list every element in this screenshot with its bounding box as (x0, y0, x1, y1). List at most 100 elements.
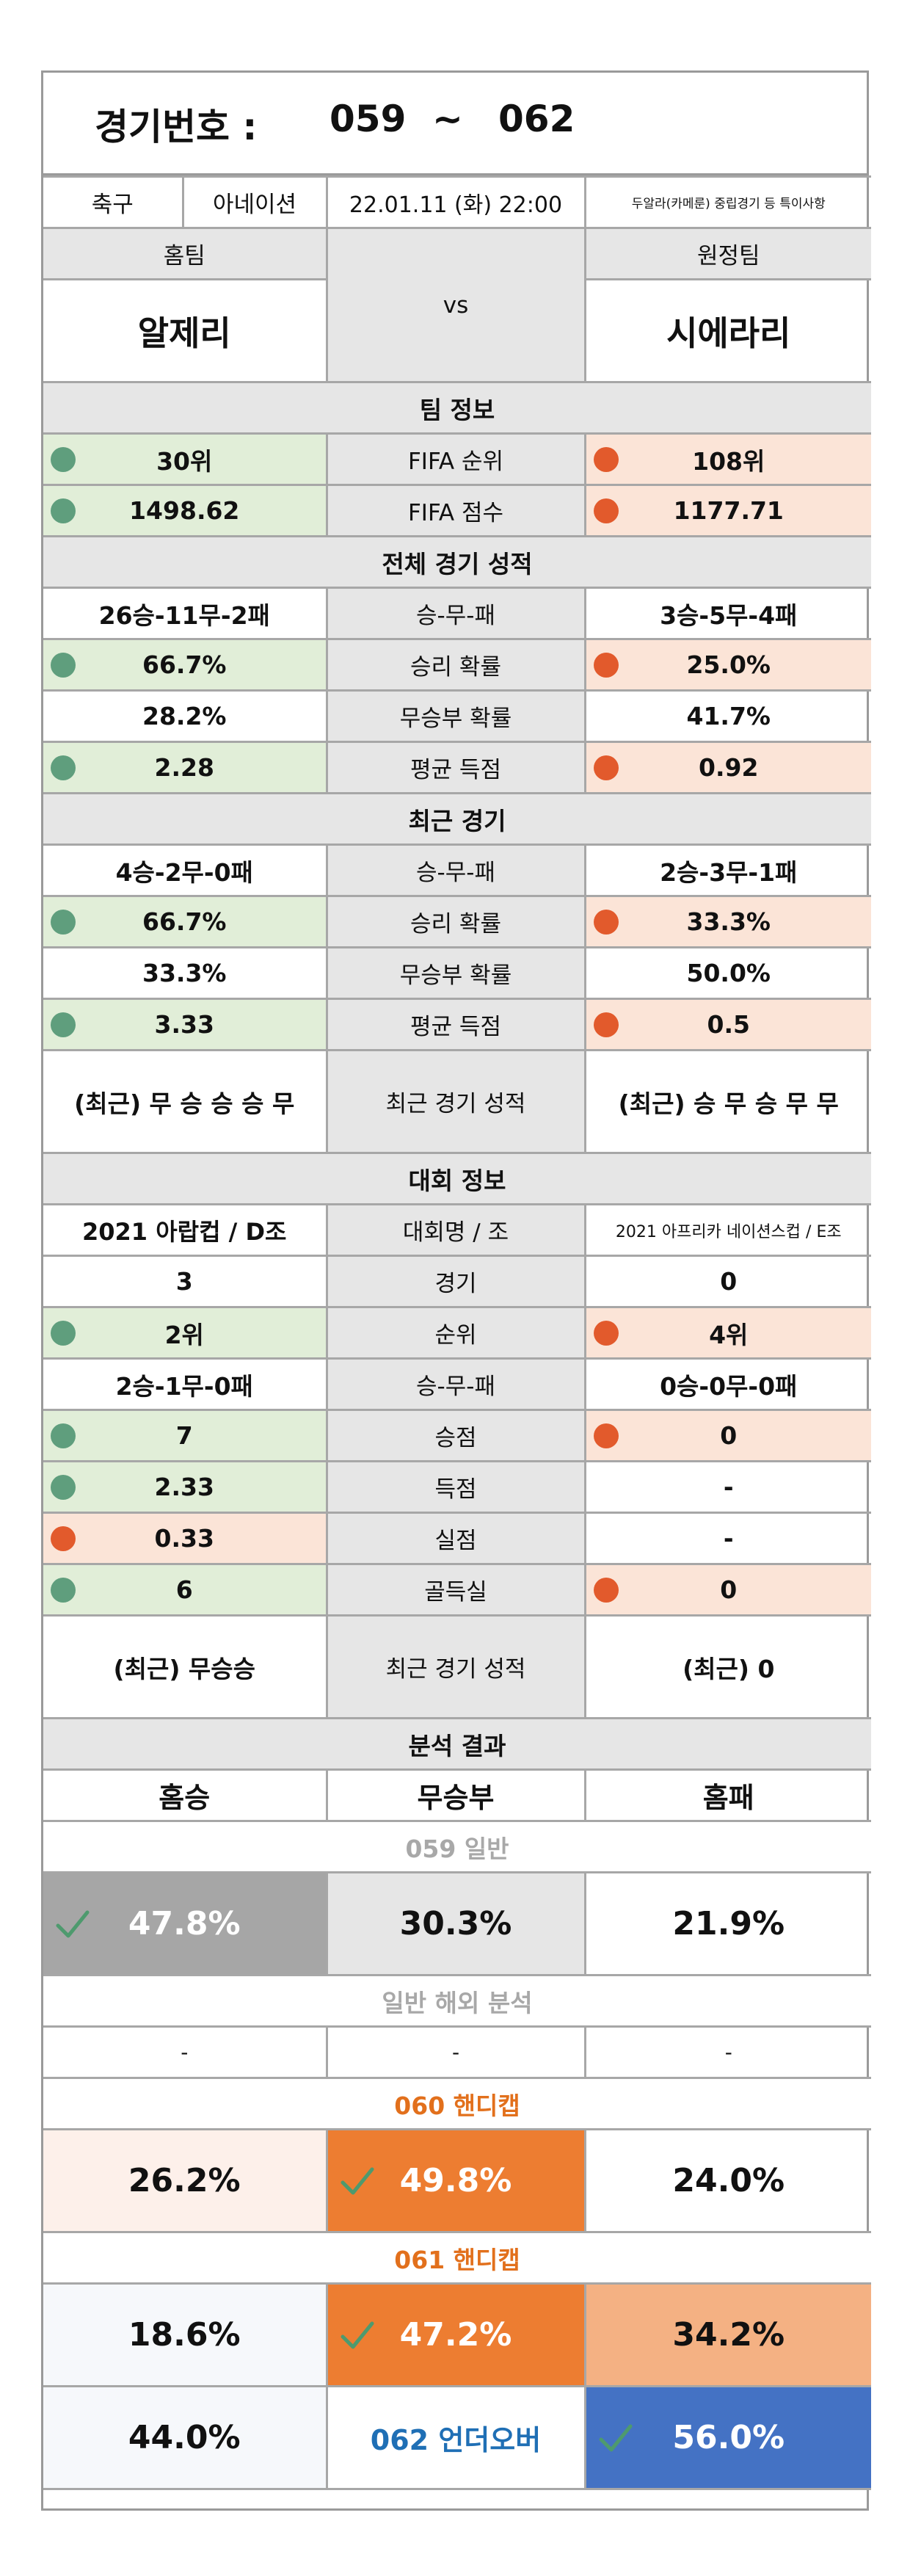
section-tournament: 대회 정보 (43, 1152, 871, 1205)
row-label: 최근 경기 성적 (325, 1049, 586, 1154)
header-draw: 무승부 (325, 1768, 586, 1822)
home-team-label: 홈팀 (43, 227, 328, 280)
row-label: 무승부 확률 (325, 946, 586, 1000)
status-dot (51, 909, 76, 935)
underover-row: 44.0% 062 언더오버 56.0% (43, 2385, 871, 2490)
away-overall-record: 3승-5무-4패 (583, 587, 871, 640)
table-row: 33.3% 무승부 확률 50.0% (43, 946, 871, 1000)
general-row: 47.8% 30.3% 21.9% (43, 1871, 871, 1976)
row-label: 무승부 확률 (325, 689, 586, 743)
table-row: 4승-2무-0패 승-무-패 2승-3무-1패 (43, 843, 871, 897)
handicap2-row: 18.6% 47.2% 34.2% (43, 2282, 871, 2387)
status-dot (593, 755, 619, 780)
home-team-name: 알제리 (43, 278, 328, 383)
away-overall-avg-goals: 0.92 (583, 741, 871, 794)
table-row: (최근) 무 승 승 승 무 최근 경기 성적 (최근) 승 무 승 무 무 (43, 1049, 871, 1154)
handicap1-draw: 49.8% (325, 2128, 586, 2233)
status-dot (51, 1423, 76, 1448)
row-label: 득점 (325, 1460, 586, 1514)
handicap2-label: 061 핸디캡 (43, 2231, 871, 2285)
underover-label: 062 언더오버 (325, 2385, 586, 2490)
home-recent-winrate: 66.7% (43, 895, 328, 948)
note-cell: 두알라(카메룬) 중립경기 등 특이사항 (583, 175, 871, 229)
league-cell: 아네이션 (181, 175, 328, 229)
home-tournament-form: (최근) 무승승 (43, 1614, 328, 1719)
underover-over: 56.0% (583, 2385, 871, 2490)
table-row: 2.28 평균 득점 0.92 (43, 741, 871, 794)
status-dot (51, 446, 76, 472)
status-dot (593, 1320, 619, 1346)
title-bar: 경기번호 : 059 ~ 062 (43, 73, 867, 175)
home-recent-drawrate: 33.3% (43, 946, 328, 1000)
status-dot (593, 652, 619, 678)
table-row: 2021 아랍컵 / D조 대회명 / 조 2021 아프리카 네이션스컵 / … (43, 1203, 871, 1257)
general-home-win: 47.8% (43, 1871, 328, 1976)
datetime-cell: 22.01.11 (화) 22:00 (325, 175, 586, 229)
handicap1-row: 26.2% 49.8% 24.0% (43, 2128, 871, 2233)
away-goals-against: - (583, 1512, 871, 1565)
row-label: 평균 득점 (325, 741, 586, 794)
table-row: 2승-1무-0패 승-무-패 0승-0무-0패 (43, 1357, 871, 1411)
status-dot (593, 1577, 619, 1603)
away-tournament-record: 0승-0무-0패 (583, 1357, 871, 1411)
check-icon (599, 2424, 632, 2451)
row-label: FIFA 점수 (325, 484, 586, 537)
row-label: FIFA 순위 (325, 432, 586, 486)
row-label: 경기 (325, 1255, 586, 1308)
home-recent-form: (최근) 무 승 승 승 무 (43, 1049, 328, 1154)
away-standing: 4위 (583, 1306, 871, 1360)
table-row: 26승-11무-2패 승-무-패 3승-5무-4패 (43, 587, 871, 640)
home-standing: 2위 (43, 1306, 328, 1360)
row-label: 승-무-패 (325, 843, 586, 897)
away-recent-avg-goals: 0.5 (583, 998, 871, 1051)
handicap1-home-win: 26.2% (43, 2128, 328, 2233)
away-recent-winrate: 33.3% (583, 895, 871, 948)
home-goals-against: 0.33 (43, 1512, 328, 1565)
table-row: 3 경기 0 (43, 1255, 871, 1308)
away-fifa-points: 1177.71 (583, 484, 871, 537)
check-icon (341, 2167, 374, 2194)
home-overall-record: 26승-11무-2패 (43, 587, 328, 640)
status-dot (51, 498, 76, 523)
section-overall: 전체 경기 성적 (43, 535, 871, 589)
status-dot (593, 1423, 619, 1448)
away-team-name: 시에라리 (583, 278, 871, 383)
match-number-label: 경기번호 : (95, 106, 258, 148)
home-overall-winrate: 66.7% (43, 638, 328, 692)
row-label: 골득실 (325, 1563, 586, 1617)
sport-cell: 축구 (43, 175, 184, 229)
check-icon (56, 1910, 90, 1937)
team-label-row: 홈팀 vs 원정팀 (43, 227, 871, 383)
status-dot (51, 1525, 76, 1551)
row-label: 평균 득점 (325, 998, 586, 1051)
header-home-loss: 홈패 (583, 1768, 871, 1822)
away-goals-for: - (583, 1460, 871, 1514)
away-tournament-name: 2021 아프리카 네이션스컵 / E조 (583, 1203, 871, 1257)
general-label: 059 일반 (43, 1820, 871, 1873)
table-row: 28.2% 무승부 확률 41.7% (43, 689, 871, 743)
status-dot (51, 755, 76, 780)
home-overall-drawrate: 28.2% (43, 689, 328, 743)
underover-under: 44.0% (43, 2385, 328, 2490)
handicap2-draw: 47.2% (325, 2282, 586, 2387)
overseas-label: 일반 해외 분석 (43, 1974, 871, 2028)
match-analysis-sheet: 경기번호 : 059 ~ 062 축구 아네이션 22.01.11 (화) 22… (41, 70, 871, 2511)
analysis-header-row: 홈승 무승부 홈패 (43, 1768, 871, 1822)
away-points: 0 (583, 1409, 871, 1462)
row-label: 승리 확률 (325, 895, 586, 948)
handicap1-home-loss: 24.0% (583, 2128, 871, 2233)
away-team-label: 원정팀 (583, 227, 871, 280)
status-dot (593, 1012, 619, 1037)
general-home-loss: 21.9% (583, 1871, 871, 1976)
table-row: 66.7% 승리 확률 25.0% (43, 638, 871, 692)
row-label: 승-무-패 (325, 1357, 586, 1411)
overseas-home-loss: - (583, 2025, 871, 2079)
overseas-row: - - - (43, 2025, 871, 2079)
row-label: 승점 (325, 1409, 586, 1462)
match-table: 축구 아네이션 22.01.11 (화) 22:00 두알라(카메룬) 중립경기… (43, 175, 871, 2490)
table-row: 6 골득실 0 (43, 1563, 871, 1617)
handicap2-home-loss: 34.2% (583, 2282, 871, 2387)
status-dot (51, 1474, 76, 1500)
home-fifa-rank: 30위 (43, 432, 328, 486)
status-dot (51, 652, 76, 678)
